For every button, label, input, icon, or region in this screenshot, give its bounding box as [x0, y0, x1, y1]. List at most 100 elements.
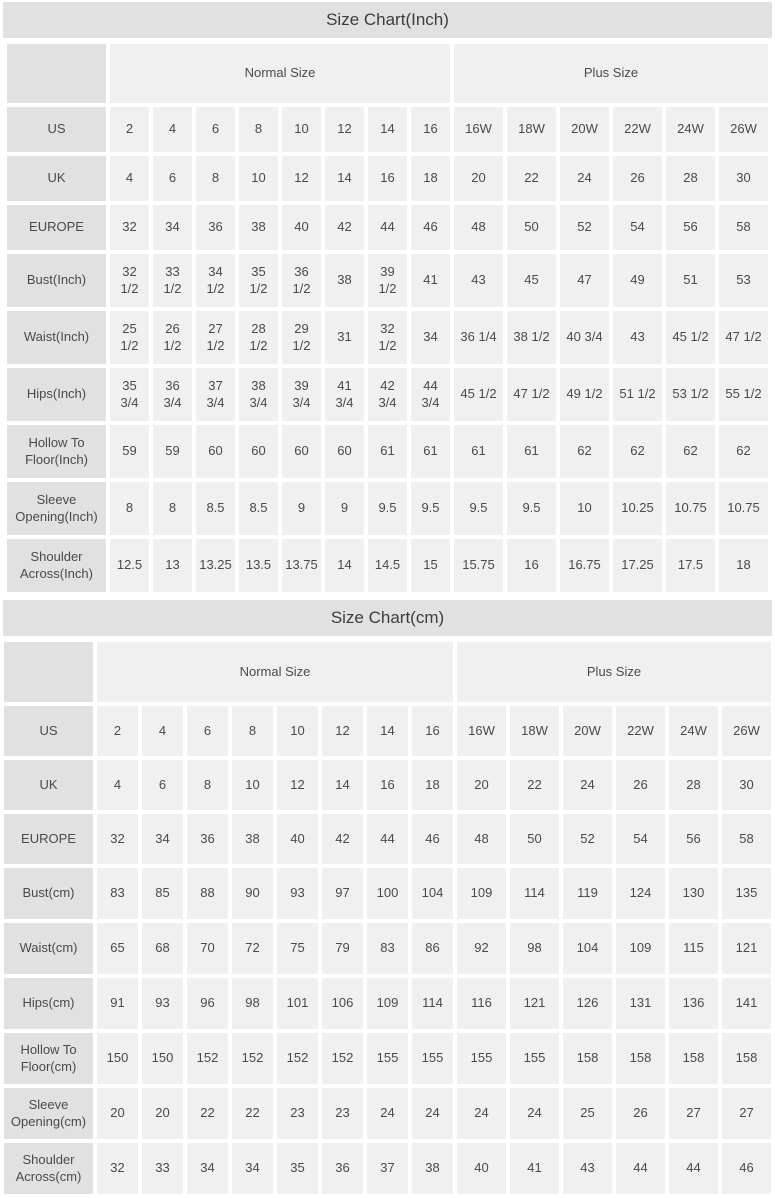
size-value-cell: 43 — [454, 254, 503, 307]
size-value-cell: 37 3/4 — [196, 368, 235, 421]
table-row-shoulder-across-cm: Shoulder Across(cm) 32 33 34 34 35 36 37 38 40 41 4… — [4, 1143, 771, 1194]
size-value-cell: 26W — [722, 706, 771, 756]
size-value-cell: 22W — [613, 107, 662, 152]
row-label: EUROPE — [7, 205, 106, 250]
size-value-cell: 70 — [187, 923, 228, 974]
size-value-cell: 32 — [110, 205, 149, 250]
size-value-cell: 8 — [110, 482, 149, 535]
size-value-cell: 38 — [239, 205, 278, 250]
size-value-cell: 38 3/4 — [239, 368, 278, 421]
row-label: Hollow To Floor(Inch) — [7, 425, 106, 478]
size-value-cell: 96 — [187, 978, 228, 1029]
size-value-cell: 34 — [187, 1143, 228, 1194]
size-value-cell: 33 1/2 — [153, 254, 192, 307]
table-row-uk: UK 4 6 8 10 12 14 16 18 20 22 24 26 28 30 — [7, 156, 768, 201]
row-label: Shoulder Across(cm) — [4, 1143, 93, 1194]
size-value-cell: 9 — [282, 482, 321, 535]
size-value-cell: 36 — [187, 814, 228, 864]
size-chart-inch-section: Size Chart(Inch) Normal Size Plus Size US 2… — [0, 2, 775, 596]
size-value-cell: 9 — [325, 482, 364, 535]
size-value-cell: 20W — [563, 706, 612, 756]
size-value-cell: 34 — [153, 205, 192, 250]
size-value-cell: 12.5 — [110, 539, 149, 592]
size-value-cell: 42 — [322, 814, 363, 864]
size-value-cell: 83 — [97, 868, 138, 919]
size-value-cell: 26W — [719, 107, 768, 152]
size-value-cell: 30 — [719, 156, 768, 201]
size-value-cell: 8 — [232, 706, 273, 756]
size-value-cell: 8.5 — [196, 482, 235, 535]
size-value-cell: 104 — [412, 868, 453, 919]
size-value-cell: 79 — [322, 923, 363, 974]
size-value-cell: 24 — [412, 1088, 453, 1139]
size-value-cell: 135 — [722, 868, 771, 919]
size-value-cell: 33 — [142, 1143, 183, 1194]
corner-cell — [7, 44, 106, 103]
table-row-hips-cm: Hips(cm) 91 93 96 98 101 106 109 114 116 121 126 131… — [4, 978, 771, 1029]
size-value-cell: 158 — [563, 1033, 612, 1084]
table-row-us: US 2 4 6 8 10 12 14 16 16W 18W 20W 22W 24W 26W — [7, 107, 768, 152]
size-value-cell: 42 3/4 — [368, 368, 407, 421]
size-value-cell: 9.5 — [454, 482, 503, 535]
size-value-cell: 136 — [669, 978, 718, 1029]
size-value-cell: 8 — [239, 107, 278, 152]
size-value-cell: 41 — [411, 254, 450, 307]
size-value-cell: 53 — [719, 254, 768, 307]
size-value-cell: 47 1/2 — [507, 368, 556, 421]
size-value-cell: 36 3/4 — [153, 368, 192, 421]
size-value-cell: 6 — [196, 107, 235, 152]
size-chart-inch-title: Size Chart(Inch) — [3, 2, 772, 38]
size-value-cell: 27 — [722, 1088, 771, 1139]
size-value-cell: 51 — [666, 254, 715, 307]
size-value-cell: 98 — [232, 978, 273, 1029]
size-value-cell: 130 — [669, 868, 718, 919]
size-value-cell: 36 — [322, 1143, 363, 1194]
corner-cell — [4, 642, 93, 702]
size-value-cell: 54 — [616, 814, 665, 864]
size-value-cell: 97 — [322, 868, 363, 919]
size-value-cell: 44 — [669, 1143, 718, 1194]
size-value-cell: 22 — [507, 156, 556, 201]
size-value-cell: 10 — [277, 706, 318, 756]
size-value-cell: 22W — [616, 706, 665, 756]
size-value-cell: 23 — [322, 1088, 363, 1139]
table-row-waist-inch: Waist(Inch) 25 1/2 26 1/2 27 1/2 28 1/2 29 1/… — [7, 311, 768, 364]
size-value-cell: 4 — [142, 706, 183, 756]
size-value-cell: 43 — [613, 311, 662, 364]
size-value-cell: 51 1/2 — [613, 368, 662, 421]
size-value-cell: 109 — [457, 868, 506, 919]
size-value-cell: 4 — [110, 156, 149, 201]
size-value-cell: 38 — [232, 814, 273, 864]
size-value-cell: 35 1/2 — [239, 254, 278, 307]
size-value-cell: 119 — [563, 868, 612, 919]
table-row-europe: EUROPE 32 34 36 38 40 42 44 46 48 50 52 54 56 58 — [4, 814, 771, 864]
size-value-cell: 13 — [153, 539, 192, 592]
size-value-cell: 86 — [412, 923, 453, 974]
row-label: Waist(Inch) — [7, 311, 106, 364]
size-value-cell: 34 — [142, 814, 183, 864]
row-label: Bust(Inch) — [7, 254, 106, 307]
table-row-hollow-to-floor-inch: Hollow To Floor(Inch) 59 59 60 60 60 60 61 61 61 6… — [7, 425, 768, 478]
size-value-cell: 16 — [368, 156, 407, 201]
size-value-cell: 20 — [457, 760, 506, 810]
size-value-cell: 18 — [412, 760, 453, 810]
size-value-cell: 109 — [367, 978, 408, 1029]
size-value-cell: 38 — [412, 1143, 453, 1194]
size-value-cell: 100 — [367, 868, 408, 919]
row-label: Waist(cm) — [4, 923, 93, 974]
size-value-cell: 12 — [277, 760, 318, 810]
size-value-cell: 36 1/2 — [282, 254, 321, 307]
column-group-plus-size: Plus Size — [457, 642, 771, 702]
size-value-cell: 34 1/2 — [196, 254, 235, 307]
size-value-cell: 40 — [282, 205, 321, 250]
row-label: Sleeve Opening(Inch) — [7, 482, 106, 535]
column-group-plus-size: Plus Size — [454, 44, 768, 103]
size-value-cell: 24 — [367, 1088, 408, 1139]
size-value-cell: 152 — [277, 1033, 318, 1084]
size-value-cell: 75 — [277, 923, 318, 974]
size-value-cell: 22 — [232, 1088, 273, 1139]
size-value-cell: 8 — [187, 760, 228, 810]
row-label: Sleeve Opening(cm) — [4, 1088, 93, 1139]
size-value-cell: 46 — [412, 814, 453, 864]
size-value-cell: 124 — [616, 868, 665, 919]
